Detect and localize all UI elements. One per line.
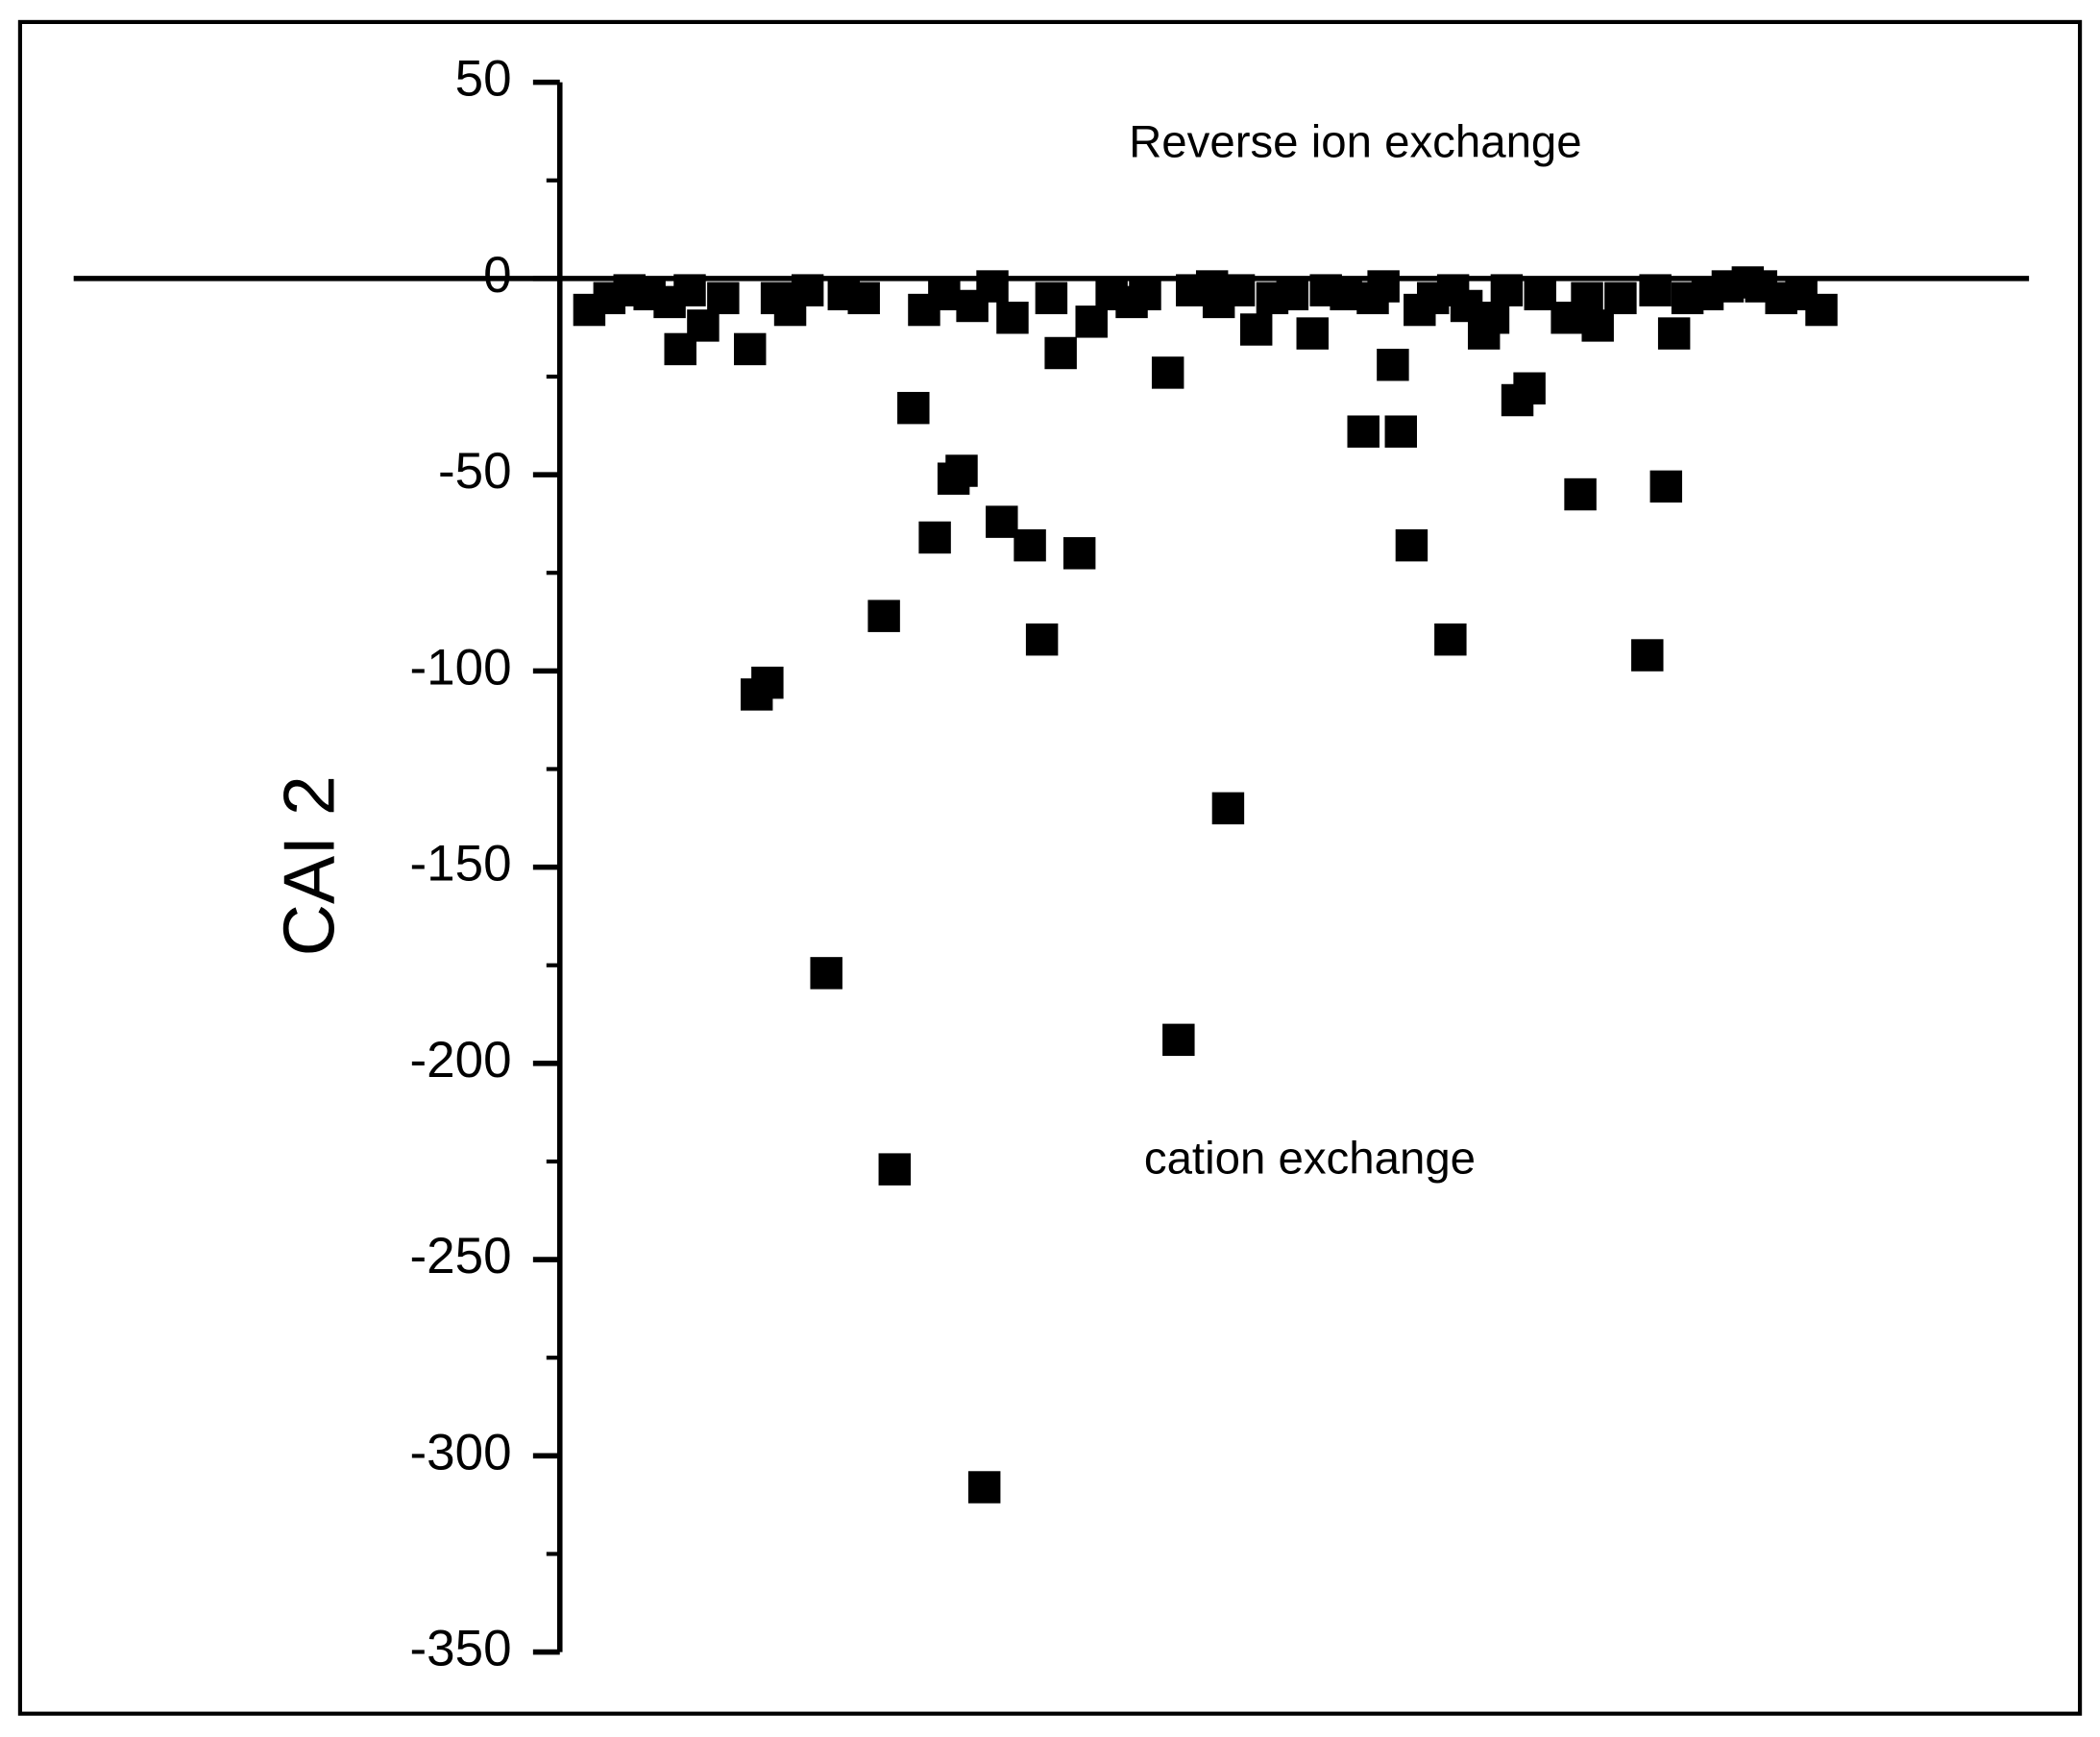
point	[1151, 356, 1184, 389]
point	[1657, 317, 1691, 350]
point	[1513, 372, 1546, 404]
annotation: cation exchange	[1144, 1133, 1476, 1184]
point	[1377, 349, 1409, 381]
point	[1604, 281, 1637, 315]
point	[1025, 623, 1059, 656]
annotation: Reverse ion exchange	[1129, 117, 1582, 168]
point	[1075, 306, 1108, 338]
point	[878, 1153, 912, 1186]
point	[791, 274, 824, 306]
point	[1296, 317, 1329, 350]
point	[707, 281, 740, 315]
point	[1276, 278, 1309, 310]
point	[897, 391, 930, 425]
point	[1564, 477, 1597, 511]
point	[1434, 623, 1467, 656]
point	[1035, 281, 1068, 315]
y-tick-label: -250	[410, 1228, 512, 1284]
point	[673, 274, 706, 306]
point	[687, 309, 720, 342]
point	[1062, 537, 1096, 570]
point	[1347, 415, 1380, 448]
point	[1490, 274, 1524, 306]
point	[1649, 470, 1683, 503]
point	[1395, 528, 1428, 562]
point	[810, 957, 842, 990]
point	[1044, 336, 1077, 370]
point	[1162, 1023, 1195, 1057]
point	[1631, 639, 1664, 672]
point	[1013, 528, 1046, 562]
point	[976, 270, 1009, 303]
point	[1239, 313, 1273, 346]
y-axis-label: CAI 2	[269, 775, 350, 956]
point	[867, 599, 900, 632]
y-tick-label: -50	[438, 443, 512, 500]
point	[751, 666, 784, 699]
y-tick-label: 0	[483, 247, 511, 304]
point	[928, 278, 961, 310]
point	[1367, 270, 1400, 303]
y-tick-label: -100	[410, 639, 512, 696]
y-tick-label: -300	[410, 1424, 512, 1480]
point	[1384, 415, 1417, 448]
point	[1805, 293, 1838, 327]
point	[918, 521, 951, 554]
point	[1129, 278, 1161, 310]
point	[847, 281, 880, 315]
point	[1222, 274, 1256, 306]
point	[1477, 302, 1510, 334]
y-tick-label: -350	[410, 1621, 512, 1677]
point	[967, 1471, 1001, 1504]
frame	[17, 19, 2083, 1716]
y-tick-label: -150	[410, 836, 512, 893]
point	[996, 302, 1029, 334]
point	[1639, 274, 1672, 306]
point	[1571, 281, 1603, 315]
point	[1211, 792, 1245, 825]
point	[945, 454, 978, 487]
y-tick-label: 50	[455, 51, 512, 108]
point	[986, 505, 1018, 538]
point	[1581, 309, 1614, 342]
y-tick-label: -200	[410, 1032, 512, 1089]
point	[733, 332, 767, 366]
